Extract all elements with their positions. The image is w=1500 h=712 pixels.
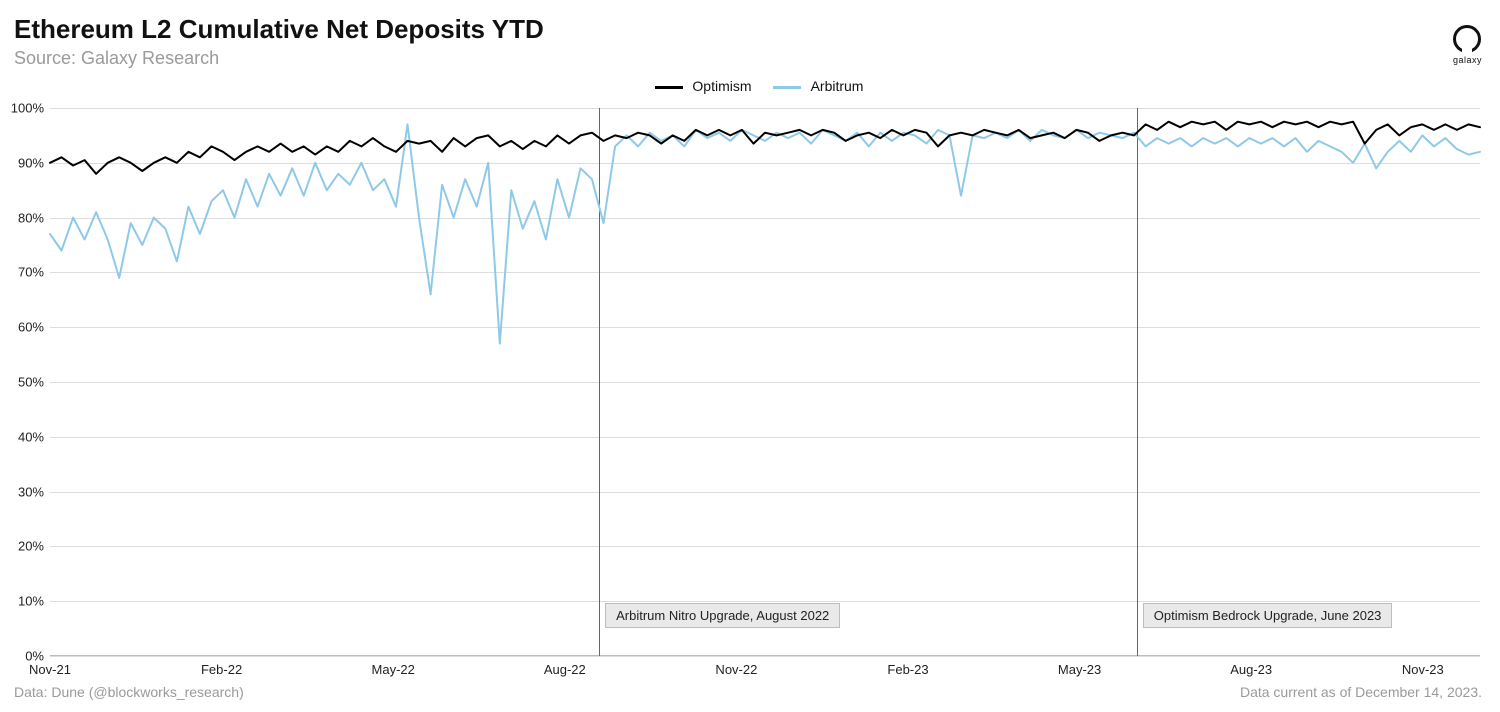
- y-tick-label: 70%: [18, 265, 50, 280]
- legend-label-arbitrum: Arbitrum: [811, 78, 864, 94]
- series-line-arbitrum: [50, 124, 1480, 343]
- galaxy-logo-text: galaxy: [1453, 55, 1482, 65]
- y-tick-label: 80%: [18, 210, 50, 225]
- y-tick-label: 50%: [18, 375, 50, 390]
- galaxy-logo-icon: [1453, 25, 1481, 53]
- x-tick-label: Aug-23: [1230, 656, 1272, 677]
- x-tick-label: Feb-23: [887, 656, 928, 677]
- x-tick-label: Aug-22: [544, 656, 586, 677]
- x-tick-label: May-22: [372, 656, 415, 677]
- y-tick-label: 100%: [11, 101, 50, 116]
- legend: Optimism Arbitrum: [0, 78, 1500, 94]
- footer-data-source: Data: Dune (@blockworks_research): [14, 684, 244, 700]
- y-tick-label: 40%: [18, 429, 50, 444]
- footer-data-current: Data current as of December 14, 2023.: [1240, 684, 1482, 700]
- y-tick-label: 10%: [18, 594, 50, 609]
- legend-label-optimism: Optimism: [692, 78, 751, 94]
- series-svg: [50, 108, 1480, 656]
- x-tick-label: Nov-21: [29, 656, 71, 677]
- legend-swatch-arbitrum: [773, 86, 801, 89]
- chart-title: Ethereum L2 Cumulative Net Deposits YTD: [14, 14, 544, 45]
- chart-plot-area: 0%10%20%30%40%50%60%70%80%90%100%Nov-21F…: [50, 108, 1480, 656]
- x-tick-label: May-23: [1058, 656, 1101, 677]
- x-tick-label: Nov-23: [1402, 656, 1444, 677]
- legend-swatch-optimism: [655, 86, 683, 89]
- y-tick-label: 60%: [18, 320, 50, 335]
- x-tick-label: Feb-22: [201, 656, 242, 677]
- y-tick-label: 30%: [18, 484, 50, 499]
- galaxy-logo: galaxy: [1453, 25, 1482, 65]
- y-tick-label: 20%: [18, 539, 50, 554]
- x-tick-label: Nov-22: [715, 656, 757, 677]
- y-tick-label: 90%: [18, 155, 50, 170]
- series-line-optimism: [50, 122, 1480, 174]
- chart-subtitle: Source: Galaxy Research: [14, 48, 219, 69]
